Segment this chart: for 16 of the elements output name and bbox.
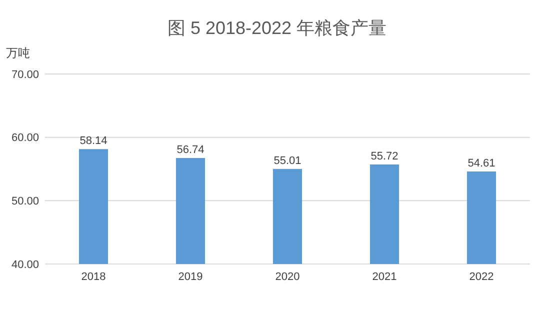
x-tick-label: 2021 (372, 271, 397, 283)
y-tick-label: 40.00 (11, 258, 39, 271)
x-tick-label: 2019 (178, 271, 203, 283)
y-tick-label: 50.00 (11, 196, 39, 208)
data-label: 54.61 (468, 157, 496, 170)
y-axis-title: 万吨 (6, 46, 30, 60)
data-label: 55.01 (274, 154, 302, 167)
data-label: 56.74 (176, 144, 204, 156)
y-tick-label: 70.00 (11, 68, 39, 81)
y-tick-label: 60.00 (11, 132, 39, 144)
x-tick-label: 2022 (469, 271, 494, 283)
x-tick-label: 2018 (81, 271, 106, 283)
x-tick-label: 2020 (275, 271, 300, 283)
chart-title: 图 5 2018-2022 年粮食产量 (167, 18, 387, 38)
data-label: 55.72 (370, 150, 398, 162)
data-label: 58.14 (80, 135, 108, 148)
